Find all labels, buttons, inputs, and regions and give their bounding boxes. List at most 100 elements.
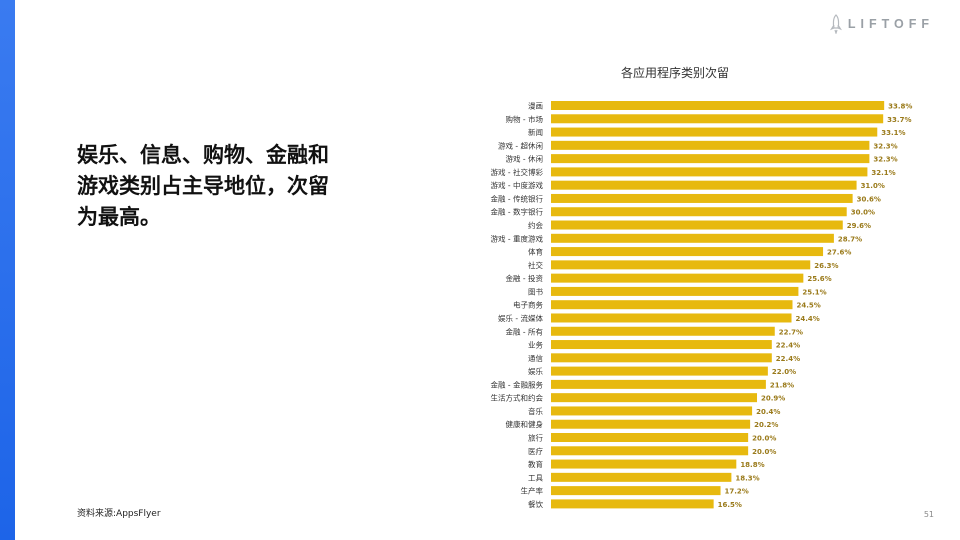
bar — [551, 393, 758, 403]
bar — [551, 273, 804, 283]
value-label: 24.4% — [796, 315, 820, 323]
bar — [551, 486, 721, 496]
source-note: 资料来源:AppsFlyer — [77, 509, 161, 519]
value-label: 22.0% — [772, 368, 796, 376]
category-label: 业务 — [528, 340, 543, 350]
category-label: 图书 — [528, 286, 543, 296]
bar — [551, 233, 834, 243]
value-label: 20.9% — [761, 395, 785, 403]
bar — [551, 379, 766, 389]
category-label: 金融 - 金融服务 — [491, 379, 544, 389]
brand-logo: LIFTOFF — [829, 14, 934, 34]
category-label: 电子商务 — [513, 300, 543, 310]
category-label: 体育 — [528, 247, 543, 257]
chart-title: 各应用程序类别次留 — [620, 66, 729, 80]
value-label: 27.6% — [827, 249, 851, 257]
value-label: 17.2% — [725, 488, 749, 496]
value-label: 32.1% — [871, 169, 895, 177]
value-label: 20.0% — [752, 435, 776, 443]
retention-bar-chart: 漫画 33.8% 购物 - 市场 33.7% 新闻 33.1% 游戏 - 超休闲 32.3% 游… — [491, 101, 913, 509]
bar — [551, 300, 793, 310]
category-label: 金融 - 传统银行 — [491, 193, 544, 203]
category-label: 游戏 - 中度游戏 — [491, 180, 544, 190]
category-label: 游戏 - 重度游戏 — [491, 233, 544, 243]
bar — [551, 207, 847, 217]
category-label: 游戏 - 超休闲 — [498, 140, 543, 150]
value-label: 18.3% — [735, 474, 759, 482]
category-label: 娱乐 — [528, 366, 543, 376]
slide-headline: 娱乐、信息、购物、金融和 游戏类别占主导地位，次留 为最高。 — [77, 143, 329, 229]
bar — [551, 419, 751, 429]
value-label: 24.5% — [797, 302, 821, 310]
category-label: 金融 - 所有 — [506, 326, 544, 336]
category-label: 教育 — [528, 459, 543, 469]
bar — [551, 313, 792, 323]
value-label: 33.1% — [881, 129, 905, 137]
logo-text: LIFTOFF — [847, 17, 934, 31]
bar — [551, 167, 868, 177]
value-label: 18.8% — [740, 461, 764, 469]
category-label: 金融 - 数字银行 — [491, 207, 544, 217]
value-label: 30.6% — [857, 195, 881, 203]
bar — [551, 459, 737, 469]
category-label: 健康和健身 — [506, 419, 544, 429]
category-label: 音乐 — [528, 406, 543, 416]
category-label: 游戏 - 社交博彩 — [491, 167, 544, 177]
rocket-icon — [829, 14, 842, 34]
value-label: 25.1% — [802, 288, 826, 296]
bar — [551, 406, 753, 416]
bar — [551, 433, 749, 442]
bar — [551, 260, 811, 270]
value-label: 20.4% — [756, 408, 780, 416]
bar — [551, 154, 870, 164]
category-label: 工具 — [528, 473, 543, 482]
accent-side-bar — [0, 0, 15, 540]
bar — [551, 193, 853, 203]
category-label: 通信 — [528, 353, 543, 363]
bar — [551, 140, 870, 150]
bar — [551, 114, 884, 124]
value-label: 22.4% — [776, 342, 800, 350]
category-label: 旅行 — [528, 433, 543, 443]
bar — [551, 446, 749, 456]
category-label: 新闻 — [528, 127, 543, 137]
bar — [551, 340, 772, 350]
value-label: 32.3% — [873, 142, 897, 150]
value-label: 31.0% — [861, 182, 885, 190]
category-label: 生活方式和约会 — [491, 393, 544, 403]
bar — [551, 499, 714, 509]
bar — [551, 127, 878, 137]
value-label: 32.3% — [873, 156, 897, 164]
value-label: 30.0% — [851, 209, 875, 217]
bar — [551, 326, 775, 336]
category-label: 金融 - 投资 — [506, 273, 544, 283]
value-label: 33.8% — [888, 103, 912, 111]
category-label: 购物 - 市场 — [506, 114, 544, 124]
category-label: 漫画 — [528, 101, 543, 111]
bar — [551, 101, 885, 110]
value-label: 20.2% — [754, 421, 778, 429]
bar — [551, 472, 732, 482]
category-label: 医疗 — [528, 446, 543, 456]
value-label: 28.7% — [838, 235, 862, 243]
value-label: 21.8% — [770, 381, 794, 389]
value-label: 16.5% — [718, 501, 742, 509]
value-label: 22.7% — [779, 328, 803, 336]
bar — [551, 247, 824, 257]
bar — [551, 353, 772, 363]
bar — [551, 220, 843, 230]
page-number: 51 — [923, 510, 934, 519]
value-label: 20.0% — [752, 448, 776, 456]
category-label: 游戏 - 休闲 — [506, 154, 543, 164]
category-label: 娱乐 - 流媒体 — [498, 313, 543, 323]
value-label: 29.6% — [847, 222, 871, 230]
value-label: 22.4% — [776, 355, 800, 363]
value-label: 25.6% — [807, 275, 831, 283]
bar — [551, 180, 857, 190]
bar — [551, 366, 768, 376]
value-label: 26.3% — [814, 262, 838, 270]
value-label: 33.7% — [887, 116, 911, 124]
category-label: 餐饮 — [528, 499, 543, 509]
category-label: 约会 — [528, 220, 543, 230]
bar — [551, 286, 799, 296]
